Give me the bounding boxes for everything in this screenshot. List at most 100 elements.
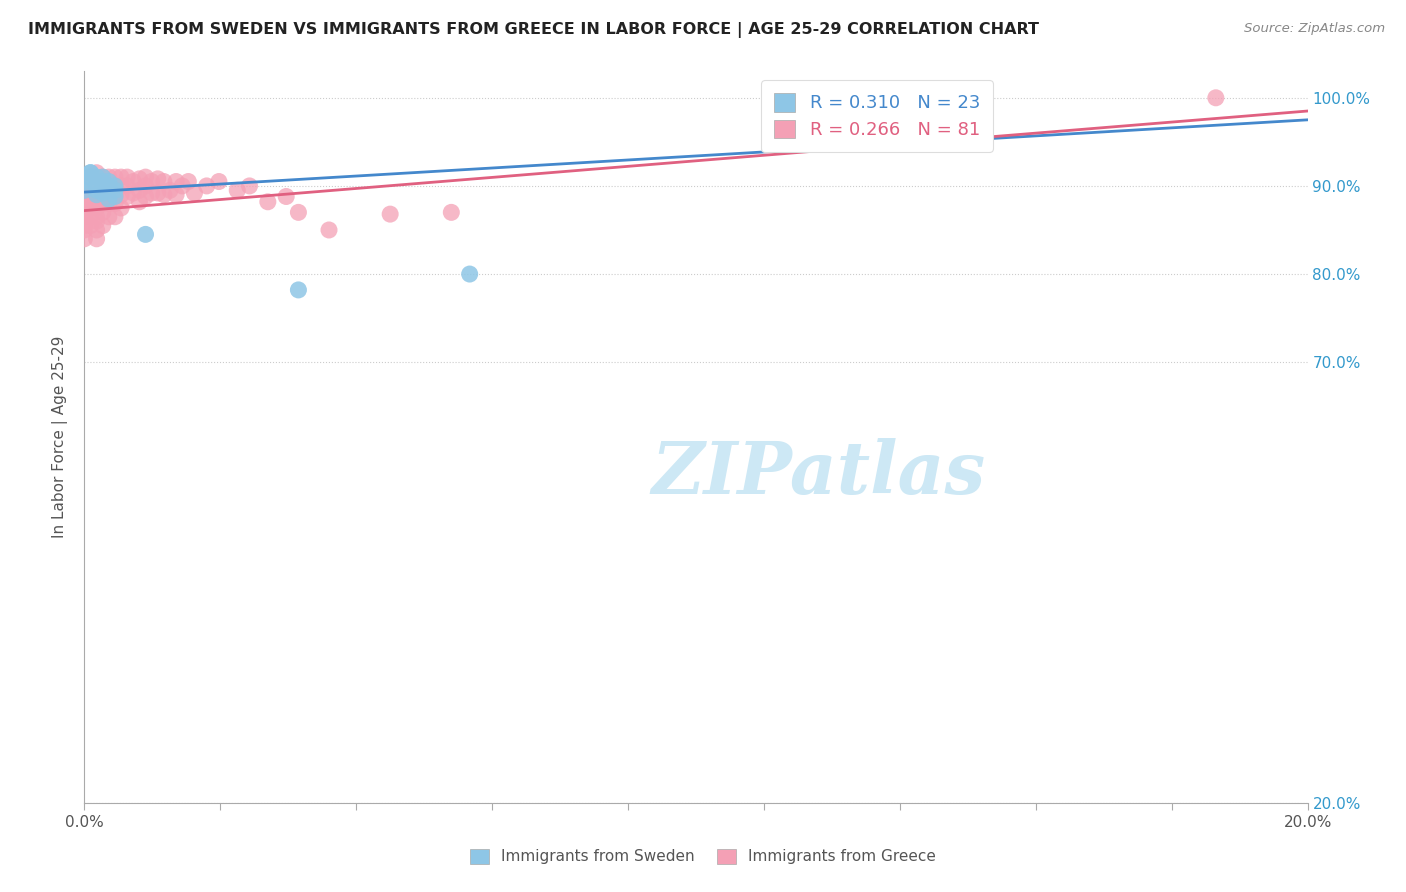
Point xyxy=(91,187,114,202)
Point xyxy=(79,201,101,215)
Point xyxy=(146,186,169,200)
Point xyxy=(1205,91,1227,105)
Point xyxy=(97,210,120,224)
Point xyxy=(257,194,280,209)
Legend: Immigrants from Sweden, Immigrants from Greece: Immigrants from Sweden, Immigrants from … xyxy=(461,839,945,873)
Point xyxy=(165,174,187,188)
Point xyxy=(110,187,132,202)
Point xyxy=(86,232,108,246)
Point xyxy=(128,172,150,186)
Point xyxy=(104,170,127,185)
Point xyxy=(104,187,127,202)
Point xyxy=(226,183,249,197)
Point xyxy=(79,170,101,185)
Point xyxy=(91,219,114,233)
Point xyxy=(86,183,108,197)
Point xyxy=(104,210,127,224)
Point xyxy=(79,219,101,233)
Point xyxy=(183,186,205,200)
Point xyxy=(91,174,114,188)
Point xyxy=(104,196,127,211)
Point xyxy=(91,170,114,185)
Point xyxy=(86,192,108,206)
Point xyxy=(86,170,108,185)
Point xyxy=(122,186,145,200)
Point xyxy=(79,210,101,224)
Y-axis label: In Labor Force | Age 25-29: In Labor Force | Age 25-29 xyxy=(52,336,69,538)
Point xyxy=(86,214,108,228)
Point xyxy=(97,178,120,193)
Point xyxy=(73,210,96,224)
Point xyxy=(79,166,101,180)
Point xyxy=(128,194,150,209)
Point xyxy=(159,183,181,197)
Point xyxy=(91,205,114,219)
Point xyxy=(177,174,200,188)
Text: Source: ZipAtlas.com: Source: ZipAtlas.com xyxy=(1244,22,1385,36)
Point xyxy=(79,170,101,185)
Point xyxy=(79,183,101,197)
Point xyxy=(141,186,163,200)
Point xyxy=(79,178,101,193)
Point xyxy=(153,187,176,202)
Point xyxy=(97,174,120,188)
Point xyxy=(91,196,114,211)
Point xyxy=(86,187,108,202)
Point xyxy=(128,183,150,197)
Point xyxy=(73,192,96,206)
Point xyxy=(172,178,194,193)
Point xyxy=(79,174,101,188)
Point xyxy=(115,170,138,185)
Text: ZIPatlas: ZIPatlas xyxy=(651,438,986,509)
Point xyxy=(73,223,96,237)
Point xyxy=(110,170,132,185)
Point xyxy=(165,187,187,202)
Point xyxy=(97,187,120,202)
Point xyxy=(115,189,138,203)
Point xyxy=(104,183,127,197)
Point xyxy=(318,223,340,237)
Point xyxy=(91,178,114,193)
Point xyxy=(73,219,96,233)
Point xyxy=(287,283,309,297)
Point xyxy=(91,186,114,200)
Point xyxy=(135,178,157,193)
Point xyxy=(440,205,463,219)
Point xyxy=(79,187,101,202)
Point xyxy=(115,178,138,193)
Text: IMMIGRANTS FROM SWEDEN VS IMMIGRANTS FROM GREECE IN LABOR FORCE | AGE 25-29 CORR: IMMIGRANTS FROM SWEDEN VS IMMIGRANTS FRO… xyxy=(28,22,1039,38)
Point xyxy=(73,205,96,219)
Point xyxy=(97,192,120,206)
Point xyxy=(110,178,132,193)
Point xyxy=(238,178,260,193)
Point xyxy=(287,205,309,219)
Point xyxy=(73,232,96,246)
Point xyxy=(79,166,101,180)
Point xyxy=(86,174,108,188)
Point xyxy=(135,189,157,203)
Point xyxy=(73,201,96,215)
Point xyxy=(86,196,108,211)
Point xyxy=(73,183,96,197)
Point xyxy=(104,178,127,193)
Point xyxy=(104,189,127,203)
Point xyxy=(153,174,176,188)
Point xyxy=(122,174,145,188)
Point xyxy=(86,210,108,224)
Point xyxy=(97,170,120,185)
Point xyxy=(135,227,157,242)
Point xyxy=(91,183,114,197)
Point xyxy=(276,189,298,203)
Point xyxy=(86,178,108,193)
Point xyxy=(86,201,108,215)
Point xyxy=(86,183,108,197)
Point xyxy=(73,174,96,188)
Point xyxy=(110,201,132,215)
Point xyxy=(208,174,231,188)
Point xyxy=(91,170,114,185)
Point xyxy=(97,196,120,211)
Point xyxy=(380,207,402,221)
Point xyxy=(97,178,120,193)
Point xyxy=(141,174,163,188)
Point xyxy=(104,178,127,193)
